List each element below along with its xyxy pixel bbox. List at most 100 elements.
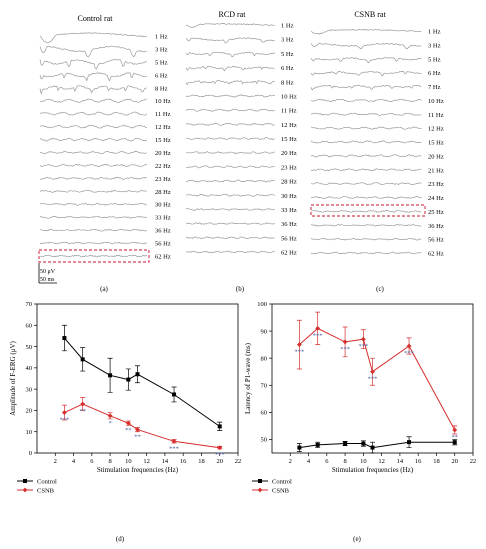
panel-a-label: (a) <box>100 285 108 293</box>
frequency-label: 23 Hz <box>155 176 171 183</box>
y-tick-label: 30 <box>26 386 33 393</box>
data-point <box>135 427 140 432</box>
significance-label: *** <box>295 349 305 356</box>
erg-trace <box>39 163 147 168</box>
erg-trace <box>185 80 275 86</box>
erg-trace <box>310 182 422 185</box>
y-tick-label: 10 <box>26 429 33 436</box>
y-axis-label: Latency of P1-wave (ms) <box>244 342 252 414</box>
erg-trace <box>39 72 147 82</box>
chart-d-amplitude: 2 4 6 8 10 12 14 16 18 20 22 0 10 20 30 40 50 60 70 Stimula… <box>9 301 241 494</box>
data-point <box>407 440 412 445</box>
frequency-label: 7 Hz <box>428 84 441 91</box>
x-tick-label: 2 <box>54 458 57 465</box>
x-tick-label: 14 <box>162 458 169 465</box>
erg-trace <box>39 124 147 129</box>
frequency-label: 30 Hz <box>281 193 297 200</box>
x-tick-label: 10 <box>125 458 132 465</box>
frequency-label: 23 Hz <box>281 164 297 171</box>
x-tick-label: 18 <box>433 458 440 465</box>
erg-trace <box>185 108 275 112</box>
frequency-label: 12 Hz <box>428 126 444 133</box>
significance-label: *** <box>313 332 323 339</box>
x-tick-label: 6 <box>90 458 94 465</box>
y-tick-label: 40 <box>26 365 33 372</box>
frequency-label: 11 Hz <box>428 112 444 119</box>
data-point <box>452 427 458 433</box>
frequency-label: 23 Hz <box>428 181 444 188</box>
frequency-label: 28 Hz <box>155 189 171 196</box>
significance-label: *** <box>169 445 179 452</box>
erg-trace <box>40 98 147 103</box>
frequency-label: 30 Hz <box>155 202 171 209</box>
frequency-label: 62 Hz <box>155 254 171 261</box>
erg-trace <box>39 215 147 219</box>
frequency-label: 11 Hz <box>281 108 297 115</box>
frequency-label: 10 Hz <box>281 93 297 100</box>
x-tick-label: 22 <box>235 458 242 465</box>
erg-trace <box>310 28 422 35</box>
data-point <box>135 372 140 377</box>
frequency-label: 22 Hz <box>155 163 171 170</box>
data-point <box>171 438 177 444</box>
frequency-label: 36 Hz <box>155 228 171 235</box>
frequency-label: 5 Hz <box>428 56 441 63</box>
erg-trace <box>310 70 422 77</box>
panel-b-traces: RCD rat 1 Hz 3 Hz 5 Hz 6 Hz 8 Hz 10 Hz 11 Hz 12… <box>185 10 297 293</box>
erg-trace <box>310 196 422 199</box>
scale-amplitude: 50 μV <box>40 269 56 275</box>
erg-trace <box>310 168 422 172</box>
data-point <box>217 445 223 451</box>
data-point <box>315 325 321 331</box>
significance-label: ** <box>134 434 141 441</box>
scale-time: 50 ms <box>40 277 55 283</box>
frequency-label: 8 Hz <box>155 85 168 92</box>
panel-c-title: CSNB rat <box>354 10 386 19</box>
panel-b-title: RCD rat <box>219 10 247 19</box>
erg-trace <box>310 154 422 158</box>
erg-trace <box>39 189 147 193</box>
erg-trace <box>310 112 422 116</box>
x-axis-label: Stimulation frequencies (Hz) <box>97 466 179 474</box>
frequency-label: 10 Hz <box>155 98 171 105</box>
frequency-label: 20 Hz <box>428 153 444 160</box>
significance-label: ** <box>79 408 86 415</box>
erg-trace <box>39 137 148 142</box>
x-tick-label: 8 <box>108 458 111 465</box>
erg-trace <box>310 251 422 255</box>
erg-trace <box>185 65 275 72</box>
panel-d-label: (d) <box>116 535 125 543</box>
legend-label: CSNB <box>37 487 55 494</box>
y-tick-label: 80 <box>261 355 268 362</box>
frequency-label: 62 Hz <box>281 250 297 257</box>
frequency-label: 24 Hz <box>428 195 444 202</box>
frequency-label: 21 Hz <box>428 167 444 174</box>
highlight-box <box>38 249 150 263</box>
scale-bar: 50 μV 50 ms <box>38 263 57 284</box>
data-point <box>370 369 375 375</box>
frequency-label: 36 Hz <box>281 221 297 228</box>
erg-trace <box>39 228 147 232</box>
erg-trace <box>185 94 275 98</box>
data-point <box>452 440 457 445</box>
y-tick-label: 50 <box>26 344 33 351</box>
significance-label: *** <box>358 343 368 350</box>
frequency-label: 33 Hz <box>155 215 171 222</box>
x-tick-label: 8 <box>343 458 346 465</box>
y-tick-label: 100 <box>257 301 267 308</box>
frequency-label: 5 Hz <box>155 59 168 66</box>
frequency-label: 1 Hz <box>428 29 441 36</box>
frequency-label: 1 Hz <box>281 23 294 30</box>
erg-trace <box>39 85 147 95</box>
data-point <box>172 392 177 397</box>
highlight-box <box>310 204 426 217</box>
x-tick-label: 18 <box>198 458 205 465</box>
y-tick-label: 70 <box>26 301 33 308</box>
frequency-label: 56 Hz <box>155 241 171 248</box>
erg-trace <box>310 57 422 64</box>
x-tick-label: 16 <box>180 458 187 465</box>
data-point <box>361 441 366 446</box>
data-point <box>125 420 131 426</box>
erg-trace <box>310 210 422 213</box>
frequency-label: 1 Hz <box>155 34 168 41</box>
